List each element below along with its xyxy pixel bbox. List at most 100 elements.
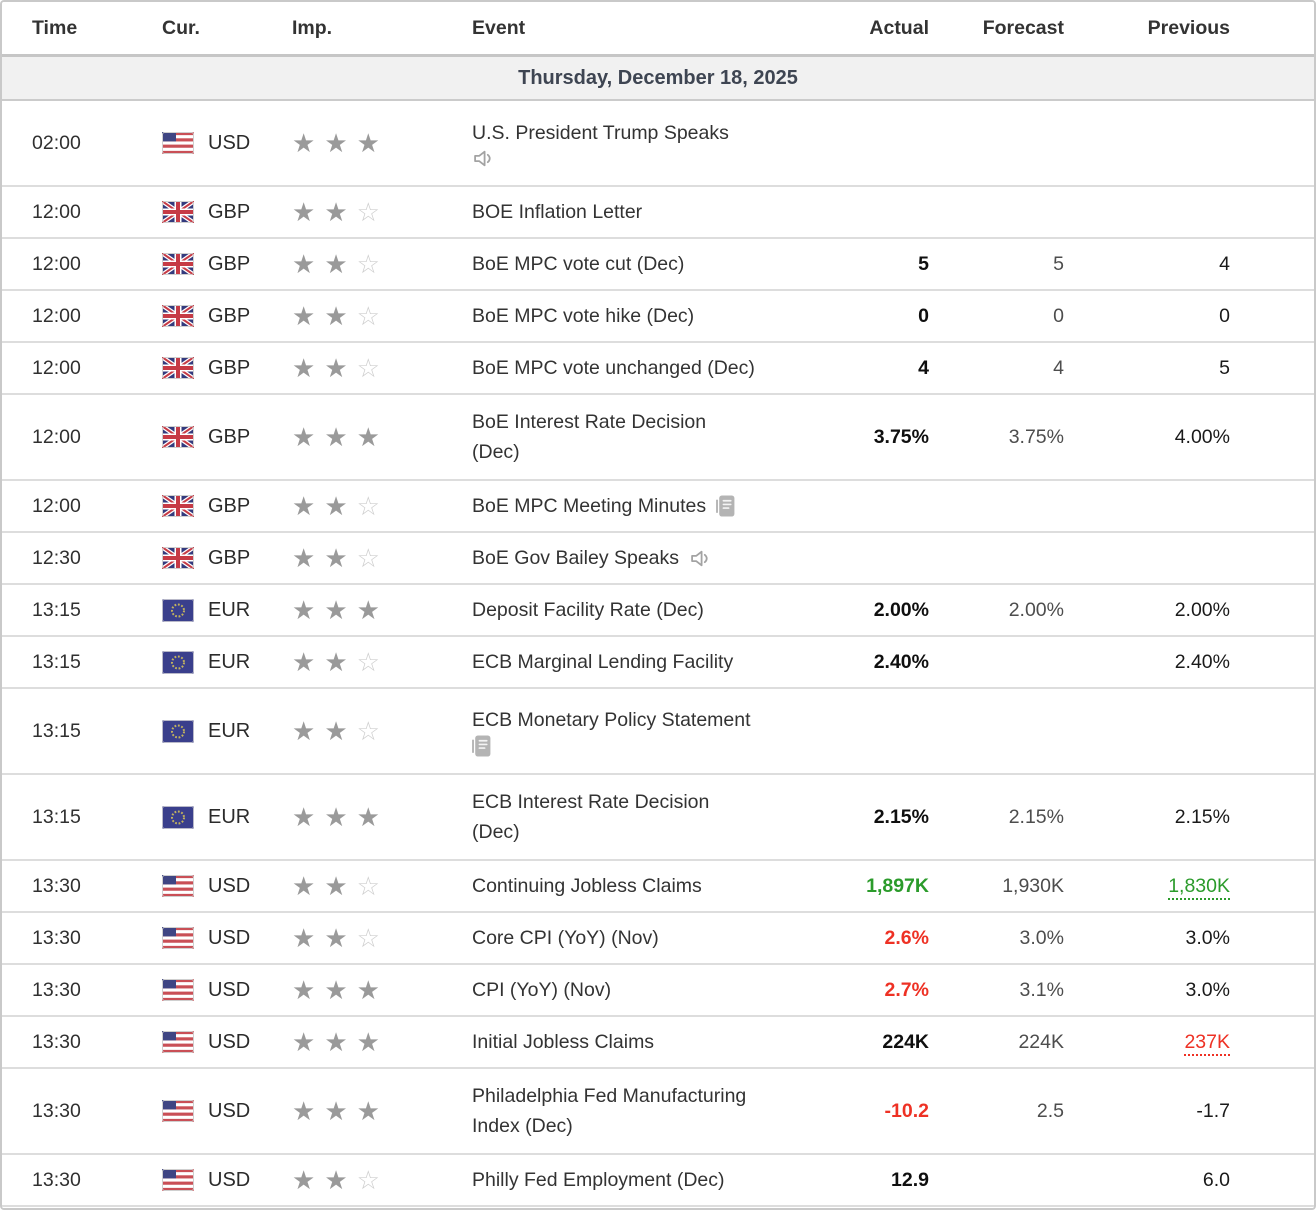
event-link[interactable]: BoE Gov Bailey Speaks [472,546,680,569]
star-filled-icon: ★ [292,352,316,383]
star-filled-icon: ★ [292,1095,316,1126]
event-link-line2[interactable]: Index (Dec) [472,1115,573,1137]
event-link[interactable]: ECB Monetary Policy Statement [472,708,751,731]
event-row[interactable]: 02:00 USD ★ ★ ★ U.S. President Trump Speak… [2,101,1314,187]
importance-stars: ★ ★ ☆ [292,649,389,675]
event-row[interactable]: 12:00 GBP ★ ★ ★ BoE Interest Rate Decision… [2,395,1314,481]
event-link[interactable]: Core CPI (YoY) (Nov) [472,926,659,949]
forecast-value: 0 [1053,304,1064,327]
column-header-time: Time [32,16,78,39]
event-link[interactable]: Initial Jobless Claims [472,1030,655,1053]
event-link-line2[interactable]: (Dec) [472,821,520,843]
event-row[interactable]: 13:30 USD ★ ★ ☆ Continuing Jobless Claims … [2,861,1314,913]
currency-cell: EUR [130,719,262,743]
event-link[interactable]: ECB Interest Rate Decision [472,790,710,813]
previous-cell: -1.7 [1064,1100,1230,1123]
event-link[interactable]: Philly Fed Employment (Dec) [472,1168,725,1191]
actual-value: 2.40% [873,650,929,673]
time-cell: 13:15 [32,650,81,673]
event-row[interactable]: 13:30 USD ★ ★ ☆ Philly Fed Employment (Dec… [2,1155,1314,1207]
event-row[interactable]: 13:15 EUR ★ ★ ★ Deposit Facility Rate (Dec… [2,585,1314,637]
actual-cell: 12.9 [827,1169,929,1192]
actual-cell: 2.7% [827,979,929,1002]
currency-cell: GBP [130,495,262,518]
star-filled-icon: ★ [324,646,348,677]
event-link[interactable]: ECB Marginal Lending Facility [472,650,734,673]
us-flag-icon [162,1100,194,1122]
event-row[interactable]: 13:30 USD ★ ★ ★ Initial Jobless Claims 224… [2,1017,1314,1069]
event-link[interactable]: BoE MPC Meeting Minutes [472,494,707,517]
actual-value: 0 [918,304,929,327]
event-row[interactable]: 12:00 GBP ★ ★ ☆ BOE Inflation Letter [2,187,1314,239]
forecast-cell: 3.1% [929,979,1064,1002]
star-empty-icon: ☆ [356,646,380,677]
star-filled-icon: ★ [324,594,348,625]
event-row[interactable]: 12:00 GBP ★ ★ ☆ BoE MPC vote cut (Dec) 5 5… [2,239,1314,291]
importance-stars: ★ ★ ★ [292,1098,389,1124]
event-link[interactable]: BOE Inflation Letter [472,200,643,223]
importance-stars: ★ ★ ★ [292,597,389,623]
importance-stars: ★ ★ ★ [292,130,389,156]
actual-value: 4 [918,356,929,379]
actual-cell: 2.00% [827,599,929,622]
importance-stars: ★ ★ ★ [292,804,389,830]
event-link[interactable]: CPI (YoY) (Nov) [472,978,612,1001]
event-row[interactable]: 13:15 EUR ★ ★ ☆ ECB Marginal Lending Facil… [2,637,1314,689]
importance-cell: ★ ★ ★ [262,130,442,157]
star-empty-icon: ☆ [356,870,380,901]
star-empty-icon: ☆ [356,300,380,331]
star-filled-icon: ★ [356,1026,380,1057]
event-row[interactable]: 12:00 GBP ★ ★ ☆ BoE MPC vote unchanged (De… [2,343,1314,395]
event-link[interactable]: BoE MPC vote unchanged (Dec) [472,356,755,379]
event-link-line2[interactable]: (Dec) [472,441,520,463]
event-link[interactable]: BoE MPC vote cut (Dec) [472,252,685,275]
star-filled-icon: ★ [324,352,348,383]
event-row[interactable]: 13:30 USD ★ ★ ☆ Core CPI (YoY) (Nov) 2.6% … [2,913,1314,965]
event-cell: U.S. President Trump Speaks [442,118,827,167]
previous-value[interactable]: 1,830K [1168,874,1230,900]
gb-flag-icon [162,495,194,517]
event-row[interactable]: 12:00 GBP ★ ★ ☆ BoE MPC vote hike (Dec) 0 … [2,291,1314,343]
event-link[interactable]: Continuing Jobless Claims [472,874,702,897]
gb-flag-icon [162,357,194,379]
event-row[interactable]: 13:15 EUR ★ ★ ★ ECB Interest Rate Decision… [2,775,1314,861]
speaker-icon[interactable] [689,549,711,568]
time-cell: 13:30 [32,874,81,897]
actual-value: 224K [882,1030,929,1053]
event-row[interactable]: 13:30 USD ★ ★ ★ Philadelphia Fed Manufactu… [2,1069,1314,1155]
event-link[interactable]: U.S. President Trump Speaks [472,122,729,145]
forecast-value: 4 [1053,356,1064,379]
eu-flag-icon [162,650,194,674]
currency-cell: USD [130,132,262,155]
forecast-value: 3.75% [1008,425,1064,448]
event-cell: BoE MPC vote cut (Dec) [442,249,827,279]
previous-value[interactable]: 237K [1184,1030,1230,1056]
previous-cell: 1,830K [1064,874,1230,900]
forecast-cell: 2.00% [929,599,1064,622]
event-link[interactable]: BoE MPC vote hike (Dec) [472,304,695,327]
event-link[interactable]: Deposit Facility Rate (Dec) [472,598,704,621]
event-row[interactable]: 13:30 USD ★ ★ ★ CPI (YoY) (Nov) 2.7% 3.1% … [2,965,1314,1017]
us-flag-icon [162,979,194,1001]
currency-code: GBP [208,200,251,223]
event-row[interactable]: 13:15 EUR ★ ★ ☆ ECB Monetary Policy Statem… [2,689,1314,775]
event-row[interactable]: 12:00 GBP ★ ★ ☆ BoE MPC Meeting Minutes [2,481,1314,533]
report-icon[interactable] [716,495,735,517]
speaker-icon[interactable] [472,149,494,168]
forecast-cell: 4 [929,357,1064,380]
event-link[interactable]: BoE Interest Rate Decision [472,410,707,433]
importance-stars: ★ ★ ★ [292,1029,389,1055]
event-cell: ECB Interest Rate Decision (Dec) [442,787,827,847]
time-cell: 12:00 [32,494,81,517]
time-cell: 13:30 [32,1099,81,1122]
time-cell: 12:00 [32,356,81,379]
event-link[interactable]: Philadelphia Fed Manufacturing [472,1084,747,1107]
currency-cell: GBP [130,201,262,224]
currency-code: USD [208,978,251,1001]
event-row[interactable]: 12:30 GBP ★ ★ ☆ BoE Gov Bailey Speaks [2,533,1314,585]
importance-cell: ★ ★ ☆ [262,303,442,330]
star-filled-icon: ★ [292,715,316,746]
report-icon[interactable] [472,735,491,757]
time-cell: 12:00 [32,304,81,327]
currency-cell: USD [130,927,262,950]
